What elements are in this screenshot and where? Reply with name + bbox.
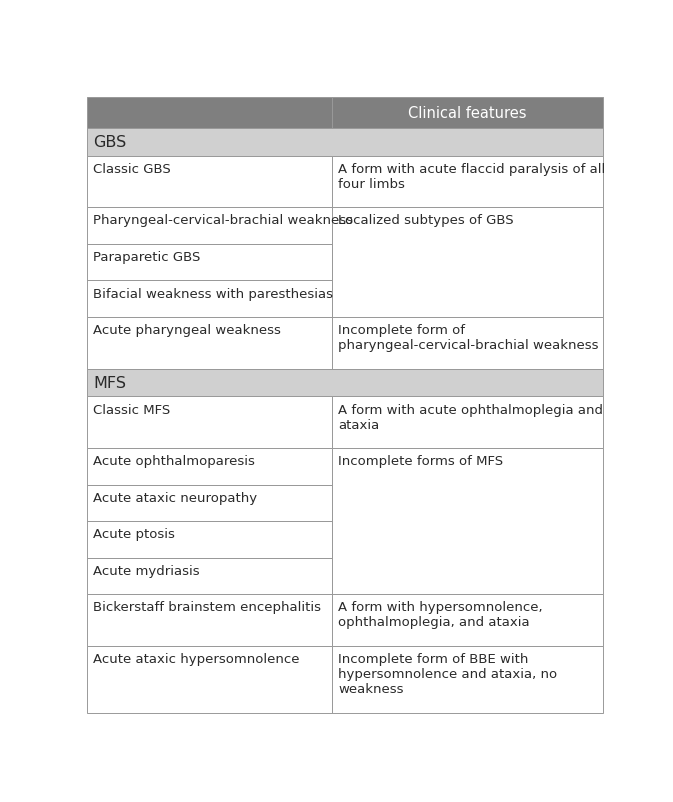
Text: Pharyngeal-cervical-brachial weakness: Pharyngeal-cervical-brachial weakness <box>94 214 353 227</box>
Text: Acute ataxic hypersomnolence: Acute ataxic hypersomnolence <box>94 652 300 665</box>
Text: Incomplete form of
pharyngeal-cervical-brachial weakness: Incomplete form of pharyngeal-cervical-b… <box>339 324 599 351</box>
Bar <box>87 558 332 594</box>
Bar <box>332 156 603 208</box>
Bar <box>332 594 603 646</box>
Bar <box>87 281 332 318</box>
Bar <box>332 646 603 713</box>
Bar <box>87 245 332 281</box>
Text: Classic GBS: Classic GBS <box>94 163 171 176</box>
Text: A form with hypersomnolence,
ophthalmoplegia, and ataxia: A form with hypersomnolence, ophthalmopl… <box>339 601 543 629</box>
Text: Acute ophthalmoparesis: Acute ophthalmoparesis <box>94 455 255 468</box>
Text: Classic MFS: Classic MFS <box>94 403 170 416</box>
Bar <box>332 208 603 318</box>
Bar <box>332 397 603 448</box>
Text: Acute mydriasis: Acute mydriasis <box>94 564 200 577</box>
Text: Acute ptosis: Acute ptosis <box>94 528 175 541</box>
Text: Acute ataxic neuropathy: Acute ataxic neuropathy <box>94 491 258 504</box>
Bar <box>87 156 332 208</box>
Text: Localized subtypes of GBS: Localized subtypes of GBS <box>339 214 514 227</box>
Bar <box>87 448 332 485</box>
Bar <box>332 97 603 128</box>
Bar <box>87 521 332 558</box>
Text: Incomplete form of BBE with
hypersomnolence and ataxia, no
weakness: Incomplete form of BBE with hypersomnole… <box>339 652 557 695</box>
Text: Bickerstaff brainstem encephalitis: Bickerstaff brainstem encephalitis <box>94 601 321 614</box>
Bar <box>87 318 332 369</box>
Text: Clinical features: Clinical features <box>408 106 527 120</box>
Text: Bifacial weakness with paresthesias: Bifacial weakness with paresthesias <box>94 287 333 300</box>
Bar <box>87 646 332 713</box>
Bar <box>87 97 332 128</box>
Text: MFS: MFS <box>94 375 127 391</box>
Text: Incomplete forms of MFS: Incomplete forms of MFS <box>339 455 503 468</box>
Bar <box>87 397 332 448</box>
Text: GBS: GBS <box>94 135 127 150</box>
Text: Paraparetic GBS: Paraparetic GBS <box>94 251 201 264</box>
Bar <box>87 369 603 397</box>
Bar <box>87 594 332 646</box>
Bar <box>87 128 603 156</box>
Bar <box>87 485 332 521</box>
Bar <box>87 208 332 245</box>
Text: Acute pharyngeal weakness: Acute pharyngeal weakness <box>94 324 281 337</box>
Text: A form with acute ophthalmoplegia and
ataxia: A form with acute ophthalmoplegia and at… <box>339 403 603 431</box>
Bar <box>332 448 603 594</box>
Bar <box>332 318 603 369</box>
Text: A form with acute flaccid paralysis of all
four limbs: A form with acute flaccid paralysis of a… <box>339 163 606 191</box>
